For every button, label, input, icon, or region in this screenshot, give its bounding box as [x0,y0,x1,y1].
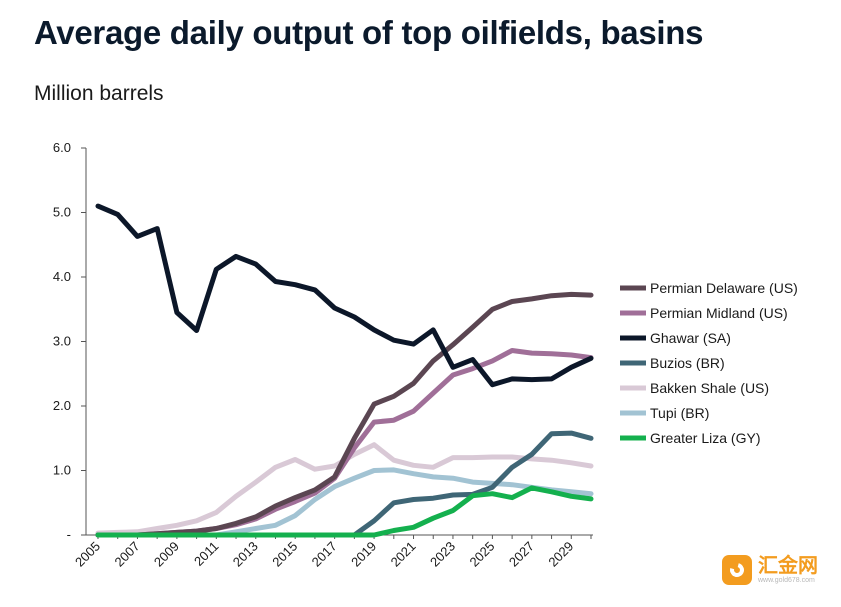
y-tick-label: 3.0 [53,334,71,349]
legend-item-label: Ghawar (SA) [650,330,731,346]
y-tick-label: 5.0 [53,205,71,220]
series-lines [95,203,594,538]
legend-item-label: Buzios (BR) [650,355,725,371]
watermark-name: 汇金网 [758,554,818,577]
watermark-logo: 汇金网 www.gold678.com [722,552,832,588]
series-line-0 [95,291,594,538]
x-tick-label: 2013 [230,539,261,570]
x-tick-label: 2009 [151,539,182,570]
y-tick-label: - [67,527,71,542]
y-axis-ticks: - 1.0 2.0 3.0 4.0 5.0 6.0 [53,140,86,542]
legend-item-label: Greater Liza (GY) [650,430,760,446]
legend: Permian Delaware (US) Permian Midland (US… [620,280,798,446]
chart-axes [85,148,593,536]
y-tick-label: 4.0 [53,269,71,284]
legend-item-label: Tupi (BR) [650,405,709,421]
x-axis-ticks: 2005 2007 2009 2011 2013 2015 2017 2019 2021 2023… [72,535,592,570]
x-tick-label: 2007 [112,539,143,570]
y-tick-label: 2.0 [53,398,71,413]
x-tick-label: 2019 [348,539,379,570]
series-line-2 [95,203,594,388]
legend-item-label: Permian Delaware (US) [650,280,798,296]
legend-item-label: Bakken Shale (US) [650,380,769,396]
chart-title: Average daily output of top oilfields, b… [34,14,704,51]
x-tick-label: 2025 [466,539,497,570]
chart-subtitle: Million barrels [34,82,164,105]
y-tick-label: 6.0 [53,140,71,155]
x-tick-label: 2027 [506,539,537,570]
y-tick-label: 1.0 [53,463,71,478]
legend-item-label: Permian Midland (US) [650,305,788,321]
watermark-url: www.gold678.com [758,576,815,584]
logo-icon [722,555,752,585]
series-line-6 [95,485,594,538]
x-tick-label: 2005 [72,539,103,570]
x-tick-label: 2029 [545,539,576,570]
x-tick-label: 2015 [269,539,300,570]
x-tick-label: 2011 [191,539,221,569]
x-tick-label: 2023 [427,539,458,570]
x-tick-label: 2021 [388,539,419,570]
x-tick-label: 2017 [309,539,340,570]
